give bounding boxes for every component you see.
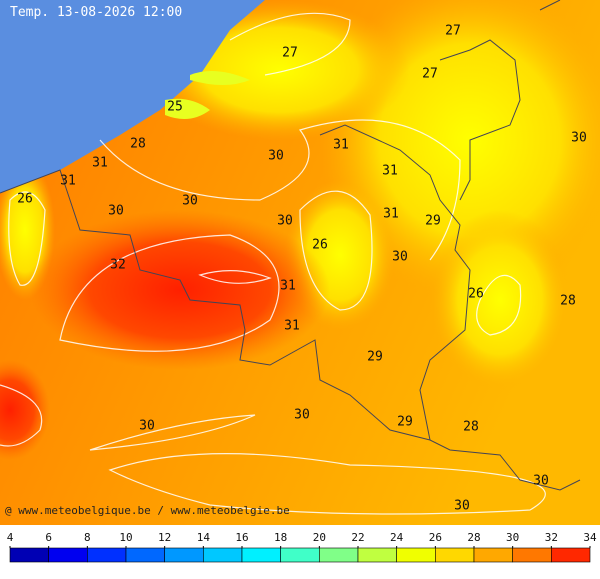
temperature-label: 30 [268,149,284,164]
temperature-label: 27 [422,67,438,82]
temperature-label: 28 [463,420,479,435]
temperature-label: 26 [468,287,484,302]
temperature-label: 31 [382,164,398,179]
scale-tick-label: 26 [429,531,442,544]
scale-tick-label: 30 [506,531,519,544]
temperature-label: 29 [367,350,383,365]
temperature-label: 26 [17,192,33,207]
temperature-labels: 27 27 27 30 25 28 31 30 31 31 31 26 30 30 30 31 29 26 30 32… [17,24,587,514]
temperature-label: 32 [110,258,126,273]
scale-tick-label: 4 [7,531,14,544]
credit: @ www.meteobelgique.be / www.meteobelgie… [5,504,290,517]
temperature-label: 31 [92,156,108,171]
scale-tick-label: 20 [313,531,326,544]
scale-tick-label: 12 [158,531,171,544]
temperature-label: 31 [280,279,296,294]
temperature-label: 27 [282,46,298,61]
temperature-label: 30 [294,408,310,423]
temperature-label: 31 [284,319,300,334]
temperature-label: 28 [130,137,146,152]
temperature-label: 31 [333,138,349,153]
scale-tick-label: 14 [197,531,211,544]
map-title: Temp. 13-08-2026 12:00 [10,5,182,20]
scale-segment [241,547,281,563]
scale-segment [125,547,165,563]
temperature-label: 31 [60,174,76,189]
temperature-label: 30 [139,419,155,434]
scale-tick-label: 28 [467,531,480,544]
scale-tick-label: 6 [45,531,52,544]
temperature-label: 30 [182,194,198,209]
scale-tick-label: 24 [390,531,404,544]
scale-segment [280,547,320,563]
scale-tick-label: 16 [235,531,248,544]
temperature-label: 27 [445,24,461,39]
scale-segment [164,547,204,563]
scale-tick-label: 32 [545,531,558,544]
scale-segment [512,547,552,563]
scale-segment [87,547,127,563]
temperature-label: 28 [560,294,576,309]
temperature-label: 30 [392,250,408,265]
temperature-label: 30 [533,474,549,489]
temperature-label: 29 [397,415,413,430]
scale-segment [551,547,591,563]
scale-segment [473,547,513,563]
temperature-label: 30 [454,499,470,514]
temperature-label: 30 [277,214,293,229]
color-scale: 4 6 8 10 12 14 16 18 20 22 24 26 28 30 32 34 [7,531,597,563]
scale-tick-label: 18 [274,531,287,544]
scale-tick-label: 34 [583,531,597,544]
temperature-label: 29 [425,214,441,229]
scale-tick-label: 10 [119,531,132,544]
scale-segment [435,547,475,563]
temperature-label: 30 [108,204,124,219]
scale-segment [357,547,397,563]
temperature-label: 31 [383,207,399,222]
scale-segment [48,547,88,563]
temperature-label: 30 [571,131,587,146]
scale-segment [319,547,359,563]
temperature-label: 26 [312,238,328,253]
scale-segment [203,547,243,563]
map-field [0,0,600,525]
scale-tick-label: 8 [84,531,91,544]
scale-segment [396,547,436,563]
temperature-label: 25 [167,100,183,115]
scale-segment [9,547,49,563]
scale-tick-label: 22 [351,531,364,544]
